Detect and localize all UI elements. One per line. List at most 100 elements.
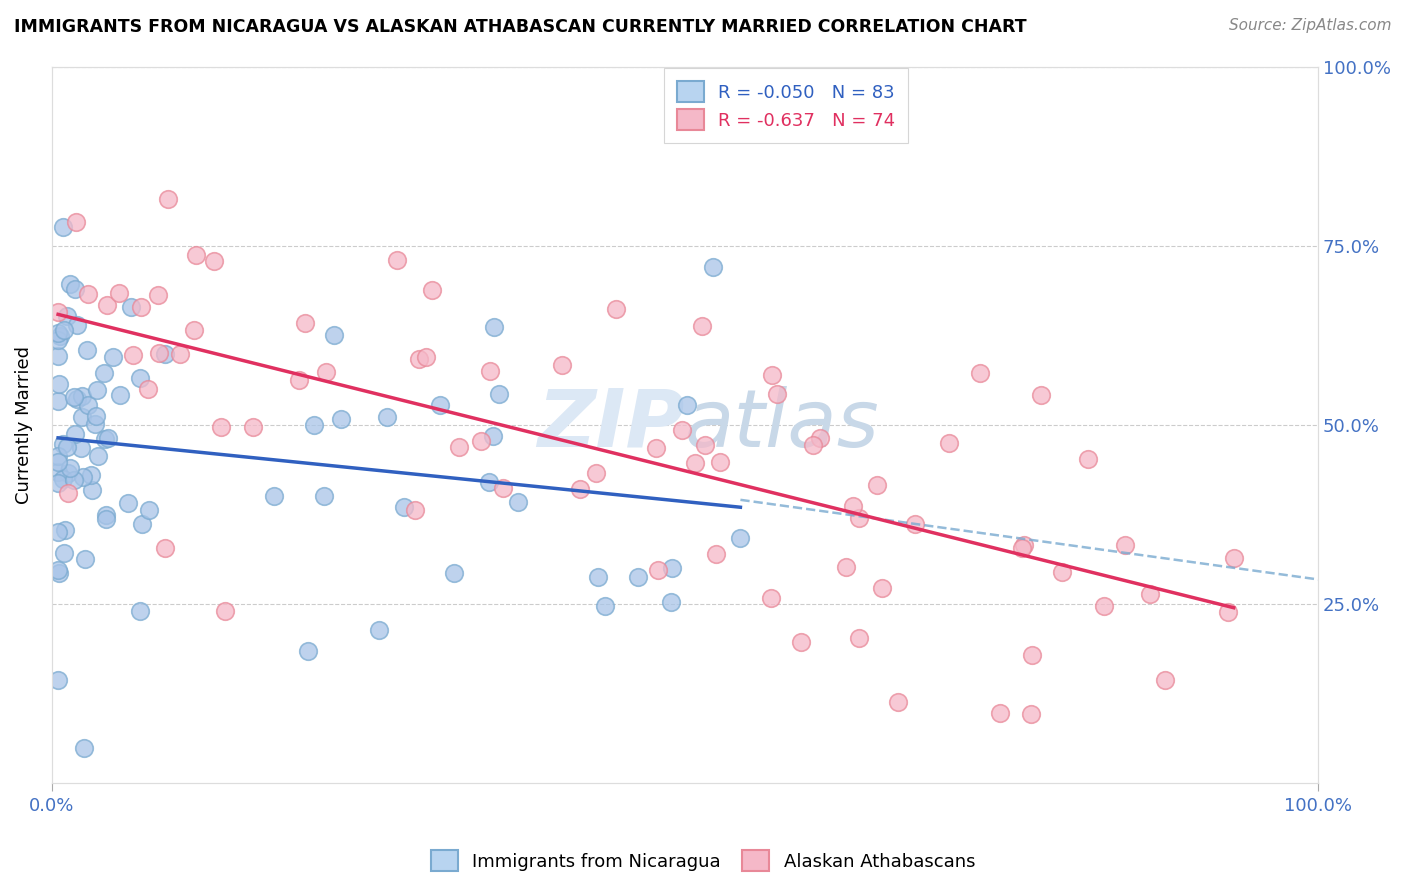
Point <box>120 300 142 314</box>
Point <box>675 398 697 412</box>
Point <box>801 438 824 452</box>
Point <box>56 309 79 323</box>
Point <box>131 516 153 531</box>
Point <box>103 350 125 364</box>
Point <box>808 431 831 445</box>
Point <box>156 192 179 206</box>
Point <box>94 512 117 526</box>
Point <box>46 525 69 540</box>
Point <box>404 503 426 517</box>
Point <box>65 215 87 229</box>
Point <box>138 502 160 516</box>
Point <box>470 434 492 448</box>
Point <box>59 277 82 292</box>
Point <box>1139 587 1161 601</box>
Point <box>56 485 79 500</box>
Point <box>86 383 108 397</box>
Point <box>330 412 353 426</box>
Point <box>70 410 93 425</box>
Point <box>1021 648 1043 662</box>
Point <box>129 301 152 315</box>
Point <box>55 441 77 455</box>
Point <box>52 437 75 451</box>
Legend: Immigrants from Nicaragua, Alaskan Athabascans: Immigrants from Nicaragua, Alaskan Athab… <box>423 843 983 879</box>
Point <box>155 347 177 361</box>
Point <box>96 508 118 523</box>
Point <box>46 393 69 408</box>
Point <box>46 333 69 347</box>
Text: atlas: atlas <box>685 386 880 464</box>
Point <box>297 644 319 658</box>
Point <box>48 376 70 391</box>
Point <box>184 248 207 262</box>
Point <box>1077 452 1099 467</box>
Point <box>108 285 131 300</box>
Point <box>314 489 336 503</box>
Point <box>790 635 813 649</box>
Point <box>842 499 865 513</box>
Point <box>443 566 465 581</box>
Point <box>48 566 70 580</box>
Point <box>84 417 107 431</box>
Point <box>108 388 131 402</box>
Point <box>72 470 94 484</box>
Point <box>62 473 84 487</box>
Point <box>375 409 398 424</box>
Point <box>315 365 337 379</box>
Point <box>288 373 311 387</box>
Point <box>242 419 264 434</box>
Point <box>53 323 76 337</box>
Point <box>835 560 858 574</box>
Point <box>136 382 159 396</box>
Point <box>56 467 79 481</box>
Point <box>368 623 391 637</box>
Point <box>46 476 69 491</box>
Point <box>52 220 75 235</box>
Point <box>65 392 87 407</box>
Point <box>569 482 592 496</box>
Point <box>702 260 724 275</box>
Point <box>488 387 510 401</box>
Point <box>385 252 408 267</box>
Point <box>761 368 783 382</box>
Point <box>183 323 205 337</box>
Point <box>122 348 145 362</box>
Point <box>709 455 731 469</box>
Point <box>1153 673 1175 688</box>
Point <box>482 319 505 334</box>
Point <box>66 318 89 332</box>
Point <box>415 350 437 364</box>
Point <box>1092 599 1115 613</box>
Point <box>870 581 893 595</box>
Point <box>323 327 346 342</box>
Point <box>447 440 470 454</box>
Point <box>1222 551 1244 566</box>
Point <box>82 483 104 497</box>
Point <box>683 456 706 470</box>
Point <box>73 552 96 566</box>
Point <box>72 740 94 755</box>
Point <box>551 358 574 372</box>
Point <box>202 254 225 268</box>
Point <box>169 347 191 361</box>
Point <box>588 570 610 584</box>
Point <box>1216 606 1239 620</box>
Point <box>659 594 682 608</box>
Point <box>647 563 669 577</box>
Point <box>848 632 870 646</box>
Point <box>148 345 170 359</box>
Point <box>93 366 115 380</box>
Point <box>1114 538 1136 552</box>
Point <box>46 455 69 469</box>
Y-axis label: Currently Married: Currently Married <box>15 346 32 504</box>
Point <box>148 288 170 302</box>
Point <box>938 435 960 450</box>
Point <box>96 297 118 311</box>
Point <box>1019 706 1042 721</box>
Point <box>84 409 107 423</box>
Point <box>429 398 451 412</box>
Point <box>77 398 100 412</box>
Point <box>69 441 91 455</box>
Point <box>593 599 616 614</box>
Text: Source: ZipAtlas.com: Source: ZipAtlas.com <box>1229 18 1392 33</box>
